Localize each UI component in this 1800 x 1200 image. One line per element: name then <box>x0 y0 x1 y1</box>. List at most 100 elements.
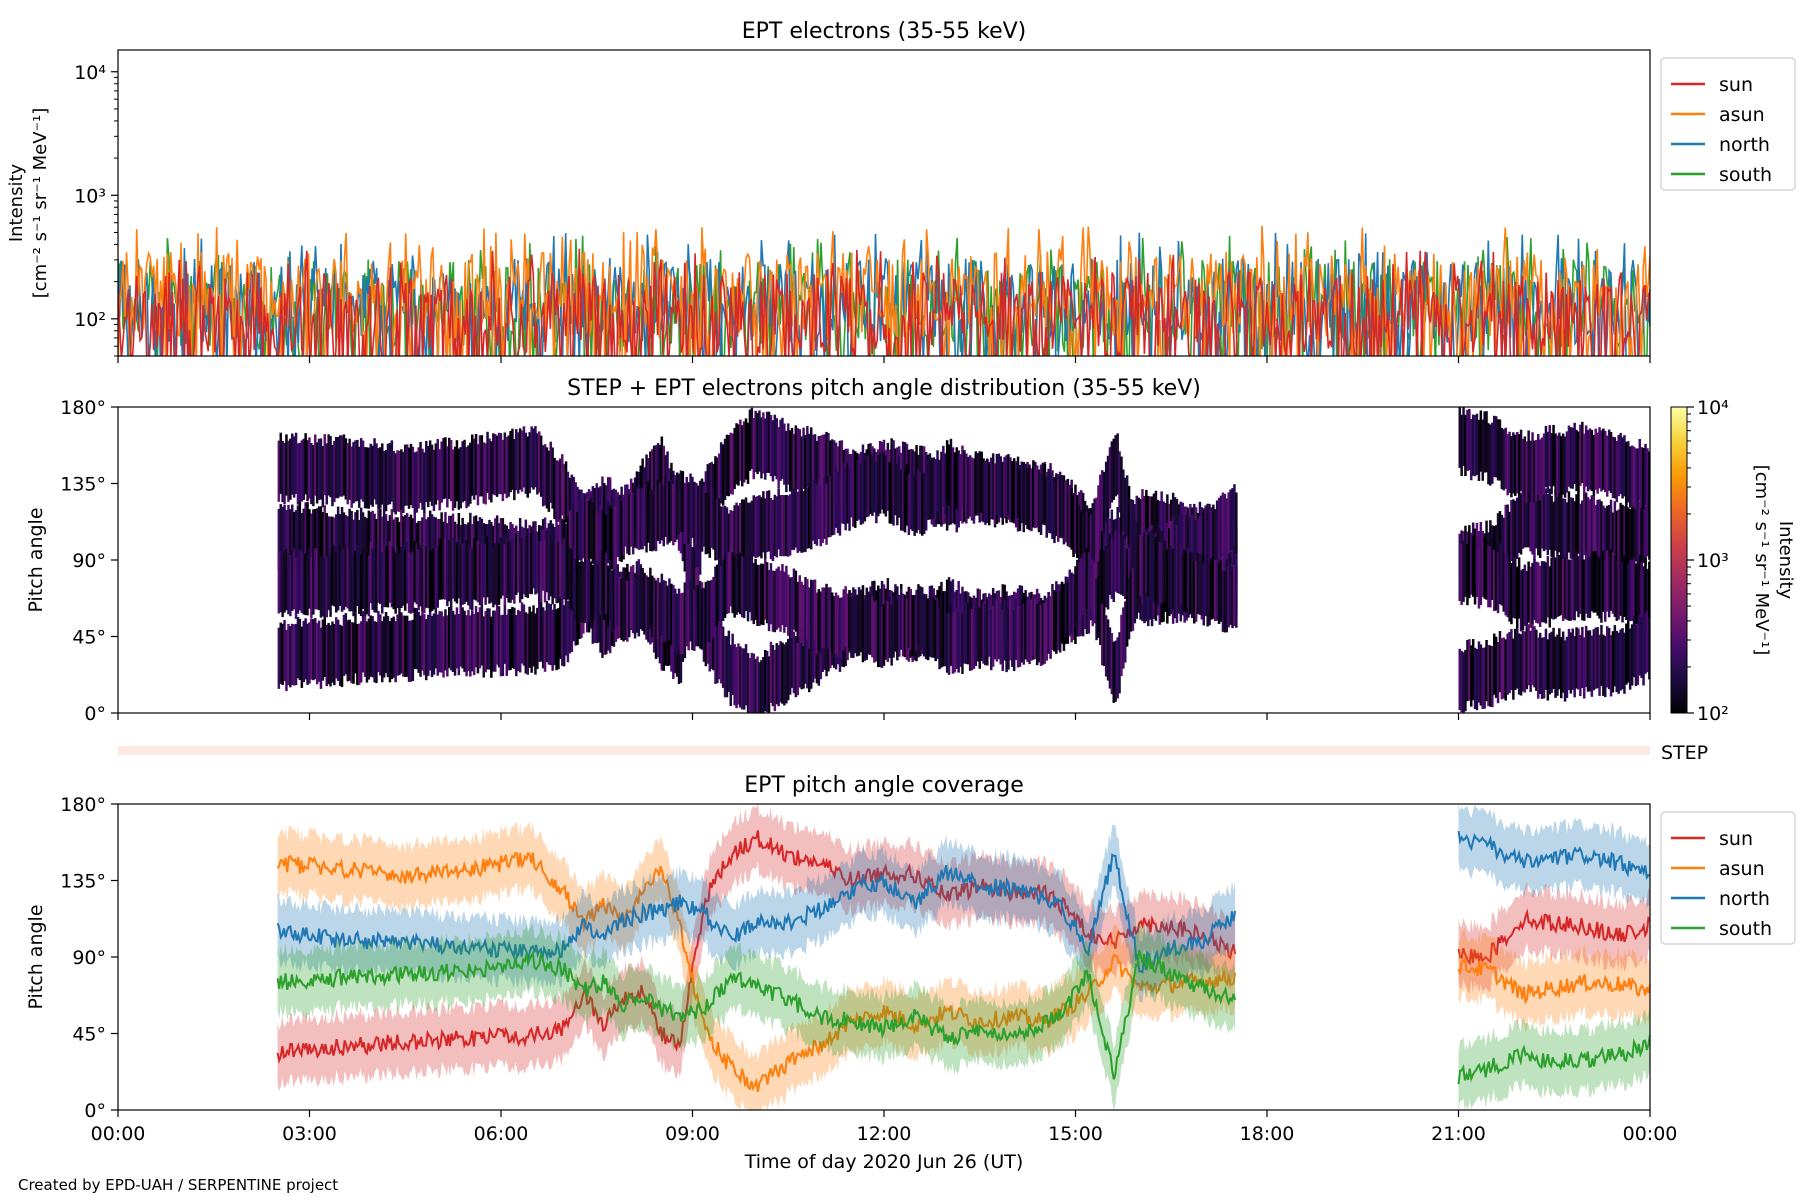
pad-cell <box>990 609 993 671</box>
pad-cell <box>1229 489 1232 551</box>
pad-cell <box>1521 630 1525 692</box>
pad-cell <box>1579 634 1582 697</box>
pad-cell <box>365 553 369 615</box>
pad-cell <box>409 514 413 576</box>
pad-cell <box>1466 544 1469 606</box>
pad-cell <box>1175 543 1179 606</box>
pad-cell <box>735 502 738 564</box>
pad-cell <box>530 533 533 595</box>
pad-cell <box>388 443 392 505</box>
pad-cell <box>386 615 390 678</box>
pad-cell <box>1537 494 1540 556</box>
pad-cell <box>1460 414 1463 476</box>
pad-cell <box>325 443 328 505</box>
series-band-asun <box>277 822 1236 1110</box>
pad-cell <box>1542 489 1546 552</box>
pad-cell <box>291 433 294 495</box>
pad-cell <box>821 587 824 649</box>
pad-cell <box>308 509 311 571</box>
pad-cell <box>1613 625 1617 687</box>
pad-cell <box>1104 546 1108 608</box>
pad-cell <box>731 510 734 573</box>
pad-cell <box>279 551 282 613</box>
panel1-ylabel-line1: Intensity <box>6 163 27 242</box>
pad-cell <box>1540 637 1544 699</box>
pad-cell <box>823 434 826 496</box>
pad-cell <box>635 487 639 549</box>
pad-cell <box>911 469 914 531</box>
pad-cell <box>375 551 378 613</box>
pad-cell <box>1623 435 1626 497</box>
pad-cell <box>1011 605 1014 667</box>
pad-cell <box>1613 555 1617 617</box>
pad-cell <box>346 547 349 609</box>
pad-cell <box>792 488 796 550</box>
pad-cell <box>1500 427 1504 490</box>
pad-cell <box>986 604 989 666</box>
pad-cell <box>1540 561 1544 623</box>
pad-cell <box>1171 516 1175 578</box>
pad-cell <box>518 428 522 490</box>
pad-cell <box>321 619 325 681</box>
pad-cell <box>340 435 344 497</box>
pad-cell <box>758 564 761 626</box>
pad-cell <box>358 552 361 614</box>
pad-cell <box>1081 554 1085 616</box>
pad-cell <box>1049 596 1052 658</box>
pad-cell <box>1560 553 1563 616</box>
pad-cell <box>312 619 315 681</box>
pad-cell <box>536 531 539 593</box>
pad-cell <box>513 607 516 669</box>
pad-cell <box>1609 499 1613 561</box>
pad-cell <box>1523 486 1527 548</box>
pad-cell <box>363 516 367 578</box>
pad-cell <box>405 542 409 604</box>
pad-cell <box>1148 541 1152 603</box>
pad-cell <box>1458 407 1461 468</box>
pad-cell <box>810 627 813 689</box>
pad-cell <box>848 469 851 531</box>
pad-cell <box>783 495 786 557</box>
pad-cell <box>666 483 669 545</box>
pad-cell <box>1110 633 1114 695</box>
pad-cell <box>798 429 801 491</box>
pad-cell <box>285 629 288 692</box>
pad-cell <box>494 434 497 496</box>
pad-cell <box>449 548 453 611</box>
pad-cell <box>1638 554 1641 617</box>
pad-cell <box>965 602 968 665</box>
pad-cell <box>438 538 441 600</box>
pad-cell <box>781 564 784 626</box>
pad-cell <box>356 509 359 572</box>
pad-cell <box>733 644 736 706</box>
pad-cell <box>959 605 962 667</box>
pad-cell <box>1642 501 1645 563</box>
pad-cell <box>1628 559 1632 622</box>
pad-cell <box>358 520 361 582</box>
pad-cell <box>599 553 602 616</box>
pad-cell <box>526 436 529 498</box>
pad-cell <box>302 508 305 570</box>
pad-cell <box>1625 623 1628 685</box>
pad-cell <box>507 541 510 603</box>
panel3-legend-label-north: north <box>1719 888 1770 910</box>
pad-cell <box>675 472 679 534</box>
pad-cell <box>1200 554 1204 616</box>
pad-cell <box>1496 551 1500 614</box>
pad-cell <box>1202 512 1205 575</box>
pad-cell <box>335 617 338 679</box>
pad-cell <box>585 560 589 622</box>
pad-cell <box>451 449 455 511</box>
pad-cell <box>425 440 428 503</box>
pad-cell <box>854 592 857 654</box>
pad-cell <box>957 450 960 512</box>
pad-cell <box>951 579 955 641</box>
pad-cell <box>932 457 935 519</box>
pad-cell <box>794 486 798 548</box>
pad-cell <box>806 578 809 641</box>
pad-cell <box>651 449 654 511</box>
pad-cell <box>1628 628 1632 690</box>
pad-cell <box>698 587 702 649</box>
pad-cell <box>296 443 300 505</box>
